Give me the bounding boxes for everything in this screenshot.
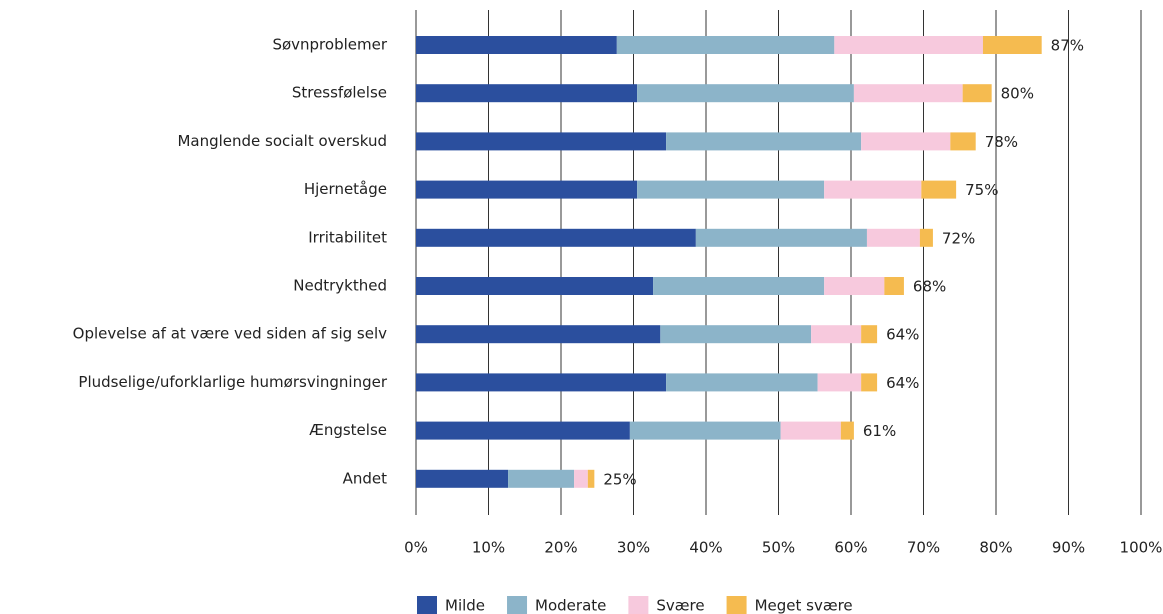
bar-segment [962, 84, 992, 103]
bar-segment [653, 277, 825, 295]
category-label: Stressfølelse [292, 84, 387, 102]
bar-segment [811, 325, 862, 344]
category-label: Manglende socialt overskud [177, 132, 387, 150]
bar-segment [416, 36, 617, 54]
bar-segment [982, 36, 1042, 54]
total-label: 68% [913, 278, 946, 296]
category-label: Hjernetåge [304, 180, 387, 198]
total-label: 64% [886, 326, 919, 344]
category-label: Irritabilitet [308, 228, 387, 246]
legend-swatch [507, 596, 528, 614]
bar-segment [666, 373, 818, 392]
total-label: 64% [886, 374, 919, 392]
x-tick-label: 30% [617, 539, 650, 557]
bar-segment [884, 277, 904, 295]
total-label: 75% [965, 181, 998, 199]
x-tick-label: 90% [1052, 539, 1085, 557]
bar-segment [921, 180, 957, 199]
bar-segment [695, 228, 867, 247]
total-label: 78% [985, 133, 1018, 151]
category-label: Søvnproblemer [272, 36, 387, 54]
bar-segment [840, 421, 854, 440]
category-label: Nedtrykthed [293, 277, 387, 295]
category-label: Pludselige/uforklarlige humørsvingninger [78, 373, 387, 391]
bar-segment [780, 421, 841, 440]
bar-segment [824, 180, 922, 199]
bar-segment [416, 277, 654, 295]
legend-label: Meget svære [755, 597, 853, 614]
bar-segment [416, 325, 661, 344]
total-label: 25% [603, 470, 636, 488]
bar-segment [666, 132, 862, 151]
bar-segment [416, 180, 638, 199]
x-tick-label: 80% [979, 539, 1012, 557]
category-label: Ængstelse [309, 421, 387, 439]
bar-segment [508, 469, 575, 488]
bar-segment [824, 277, 885, 295]
bar-segment [416, 228, 696, 247]
bar-segment [587, 469, 595, 488]
bar-segment [629, 421, 781, 440]
bar-segment [416, 84, 638, 103]
x-tick-label: 0% [404, 539, 428, 557]
bar-segment [616, 36, 835, 54]
x-tick-label: 60% [834, 539, 867, 557]
bar-segment [416, 373, 667, 392]
bar-segment [637, 180, 825, 199]
total-label: 72% [942, 229, 975, 247]
bar-segment [817, 373, 862, 392]
legend-swatch [726, 596, 747, 614]
legend-label: Moderate [535, 597, 606, 614]
bar-segment [660, 325, 812, 344]
category-label: Andet [343, 469, 388, 487]
legend-label: Svære [656, 597, 704, 614]
bar-segment [950, 132, 976, 151]
x-tick-label: 70% [907, 539, 940, 557]
total-label: 87% [1051, 37, 1084, 55]
total-label: 80% [1001, 85, 1034, 103]
bar-segment [853, 84, 963, 103]
bar-segment [866, 228, 920, 247]
bar-segment [919, 228, 933, 247]
bar-segment [834, 36, 983, 54]
bar-segment [861, 325, 878, 344]
bar-segment [637, 84, 854, 103]
legend-label: Milde [445, 597, 485, 614]
total-label: 61% [863, 422, 896, 440]
x-tick-label: 20% [544, 539, 577, 557]
legend-swatch [628, 596, 649, 614]
x-tick-label: 50% [762, 539, 795, 557]
legend-swatch [417, 596, 437, 614]
bar-segment [861, 373, 878, 392]
x-tick-label: 10% [472, 539, 505, 557]
bar-segment [416, 421, 630, 440]
bar-segment [861, 132, 951, 151]
bar-segment [416, 469, 509, 488]
x-tick-label: 40% [689, 539, 722, 557]
category-label: Oplevelse af at være ved siden af sig se… [73, 325, 387, 343]
x-tick-label: 100% [1120, 539, 1163, 557]
bar-segment [416, 132, 667, 151]
bar-segment [574, 469, 588, 488]
